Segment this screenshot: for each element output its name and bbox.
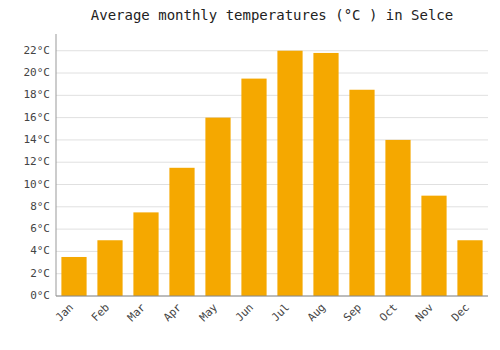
bar	[97, 240, 122, 296]
x-tick-labels: Jan Feb Mar Apr May Jun Jul Aug Sep Oct Nov Dec	[53, 301, 472, 325]
y-tick-label: 2°C	[30, 267, 50, 280]
grid-line	[56, 139, 488, 140]
bar	[277, 51, 302, 296]
grid	[56, 51, 488, 296]
y-tick-label: 0°C	[30, 289, 50, 302]
x-tick-label: Jul	[269, 301, 292, 324]
grid-line	[56, 95, 488, 96]
bar	[205, 118, 230, 296]
bar	[349, 90, 374, 296]
y-tick-labels: 0°C 2°C 4°C 6°C 8°C 10°C 12°C 14°C 16°C 18°C 20°C 2…	[24, 44, 51, 302]
y-tick-label: 14°C	[24, 133, 51, 146]
bar	[133, 212, 158, 296]
grid-line	[56, 162, 488, 163]
x-tick-label: Oct	[377, 301, 400, 324]
y-tick-label: 18°C	[24, 88, 51, 101]
y-tick-label: 20°C	[24, 66, 51, 79]
bars	[61, 51, 482, 296]
chart: Average monthly temperatures (°C ) in Se…	[0, 0, 500, 350]
grid-line	[56, 117, 488, 118]
y-tick-label: 8°C	[30, 200, 50, 213]
x-tick-label: Dec	[449, 301, 472, 324]
title: Average monthly temperatures (°C ) in Se…	[91, 7, 453, 23]
y-tick-label: 16°C	[24, 111, 51, 124]
bar	[421, 196, 446, 296]
x-tick-label: Jun	[233, 301, 256, 324]
grid-line	[56, 184, 488, 185]
bar	[457, 240, 482, 296]
bar	[313, 53, 338, 296]
y-axis-line	[56, 34, 57, 296]
y-tick-label: 12°C	[24, 155, 51, 168]
bar	[385, 140, 410, 296]
bar	[241, 79, 266, 296]
x-tick-label: Jan	[53, 301, 76, 324]
y-tick-label: 6°C	[30, 222, 50, 235]
bar	[61, 257, 86, 296]
x-tick-label: May	[197, 301, 221, 325]
grid-line	[56, 73, 488, 74]
y-tick-label: 4°C	[30, 244, 50, 257]
bar	[169, 168, 194, 296]
grid-line	[56, 50, 488, 51]
x-tick-label: Nov	[413, 301, 437, 325]
x-axis-line	[56, 296, 488, 297]
x-tick-label: Aug	[305, 301, 328, 324]
grid-line	[56, 296, 488, 297]
x-tick-label: Sep	[341, 301, 364, 324]
y-tick-label: 22°C	[24, 44, 51, 57]
x-tick-label: Feb	[89, 301, 112, 324]
x-tick-label: Mar	[125, 301, 149, 325]
background	[0, 0, 500, 350]
x-tick-label: Apr	[161, 301, 185, 325]
y-tick-label: 10°C	[24, 178, 51, 191]
